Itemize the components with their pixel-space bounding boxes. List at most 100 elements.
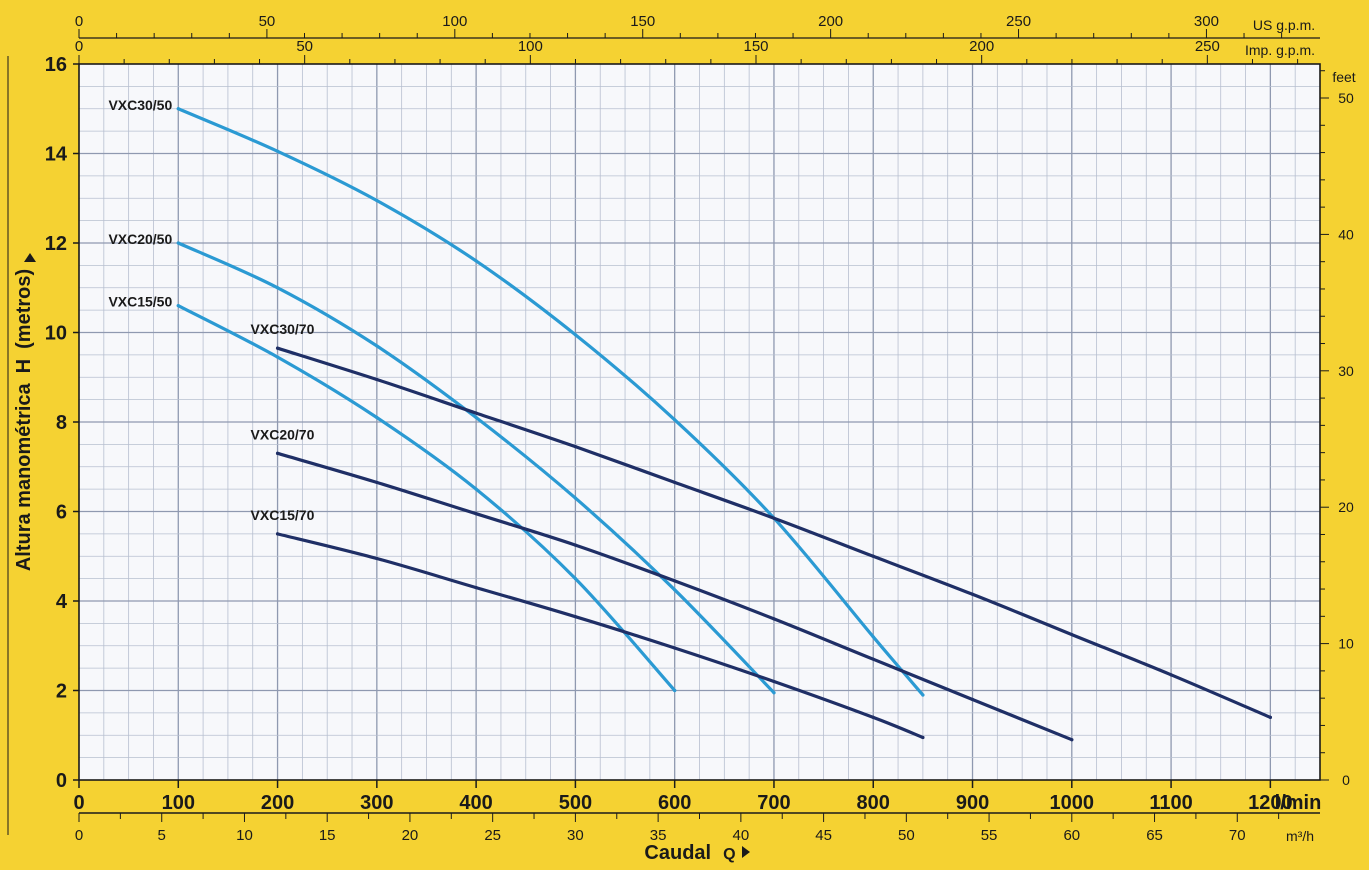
data-point-vxc20-50 [573,496,578,500]
m3h-tick-label: 25 [484,827,501,844]
x-tick-label: 200 [261,792,294,814]
data-point-vxc15-70 [275,532,280,536]
data-point-vxc15-70 [474,585,478,590]
data-point-vxc15-50 [176,304,180,308]
y-axis-title-text: Altura manométrica [13,382,35,571]
us-gpm-tick-label: 300 [1194,13,1219,30]
data-point-vxc30-50 [275,149,280,153]
feet-tick-label: 50 [1338,90,1354,106]
data-point-vxc20-70 [474,512,478,516]
us-gpm-tick-label: 0 [75,13,83,30]
m3h-tick-label: 40 [733,827,750,844]
y-tick-label: 0 [56,770,67,792]
feet-unit-label: feet [1332,69,1355,85]
data-point-vxc30-70 [474,411,478,415]
imp-gpm-tick-label: 200 [969,38,994,55]
data-point-vxc20-70 [375,480,379,485]
m3h-tick-label: 65 [1146,827,1163,844]
m3h-tick-label: 35 [650,827,667,844]
data-point-vxc30-70 [573,445,578,449]
data-point-vxc20-70 [573,543,578,547]
data-point-vxc15-50 [375,415,379,420]
data-point-vxc20-70 [871,657,875,661]
imp-gpm-tick-label: 50 [296,38,313,55]
x-axis-arrow-icon [742,846,750,858]
data-point-vxc20-50 [474,415,478,420]
x-axis-title-text: Caudal [644,842,711,864]
m3h-tick-label: 30 [567,827,584,844]
imp-gpm-tick-label: 0 [75,38,83,55]
x-tick-label: 1200 [1248,792,1293,814]
x-tick-label: 500 [559,792,592,814]
y-tick-label: 10 [45,323,67,345]
data-point-vxc30-50 [871,635,875,639]
us-gpm-tick-label: 250 [1006,13,1031,30]
us-gpm-tick-label: 150 [630,13,655,30]
m3h-tick-label: 45 [815,827,832,844]
feet-tick-label: 20 [1338,499,1354,515]
data-point-vxc30-50 [573,333,578,337]
data-point-vxc30-50 [375,198,379,203]
m3h-tick-label: 70 [1229,827,1246,844]
y-axis-title: Altura manométrica H (metros) [13,269,35,571]
data-point-vxc30-70 [275,346,280,350]
data-point-vxc30-50 [474,259,478,263]
data-point-vxc20-50 [673,588,677,592]
data-point-vxc30-70 [1268,715,1272,719]
x-tick-label: 800 [857,792,890,814]
y-tick-label: 4 [56,591,68,613]
series-label-vxc15-70: VXC15/70 [251,507,315,523]
imp-gpm-unit-label: Imp. g.p.m. [1245,42,1315,58]
data-point-vxc30-70 [1169,673,1173,677]
y-tick-label: 14 [45,144,68,166]
m3h-unit-label: m³/h [1286,828,1314,844]
data-point-vxc15-70 [921,735,925,740]
data-point-vxc15-50 [474,487,478,491]
x-tick-label: 1000 [1050,792,1095,814]
m3h-tick-label: 10 [236,827,253,844]
m3h-tick-label: 5 [158,827,166,844]
data-point-vxc30-50 [176,107,180,111]
m3h-tick-label: 50 [898,827,915,844]
y-tick-label: 6 [56,502,67,524]
data-point-vxc20-50 [275,286,280,290]
feet-tick-label: 40 [1338,226,1354,242]
data-point-vxc15-70 [375,556,379,561]
data-point-vxc20-50 [772,691,776,695]
m3h-tick-label: 20 [402,827,419,844]
y-tick-label: 2 [56,681,67,703]
data-point-vxc20-50 [176,241,180,245]
y-axis-arrow-icon [24,253,36,262]
x-tick-label: 900 [956,792,989,814]
series-line-vxc15-70 [275,532,925,740]
x-tick-label: 100 [162,792,195,814]
imp-gpm-tick-label: 250 [1195,38,1220,55]
imp-gpm-tick-label: 100 [518,38,543,55]
us-gpm-unit-label: US g.p.m. [1253,17,1315,33]
series-label-vxc20-70: VXC20/70 [251,426,315,442]
series-label-vxc15-50: VXC15/50 [108,294,172,310]
data-point-vxc30-70 [375,377,379,382]
x-tick-label: 300 [360,792,393,814]
feet-tick-label: 0 [1342,772,1350,788]
series-label-vxc30-70: VXC30/70 [251,321,315,337]
data-point-vxc20-70 [970,697,975,702]
imp-gpm-tick-label: 150 [743,38,768,55]
data-point-vxc30-70 [673,480,677,485]
x-tick-label: 700 [757,792,790,814]
x-axis-title: Caudal Q [644,842,735,864]
feet-tick-label: 10 [1338,636,1354,652]
data-point-vxc20-50 [375,344,379,348]
data-point-vxc15-50 [275,355,280,359]
data-point-vxc15-50 [673,688,677,693]
us-gpm-tick-label: 50 [259,13,276,30]
data-point-vxc30-70 [1070,632,1074,637]
series-line-vxc15-50 [176,304,677,693]
y-tick-label: 16 [45,54,67,76]
axes: 0 100 200 300 400 500 600 700 800 900 1000 1100 1200… [7,13,1356,864]
us-gpm-tick-label: 100 [442,13,467,30]
series-label-vxc20-50: VXC20/50 [108,231,172,247]
data-point-vxc20-70 [275,451,280,455]
